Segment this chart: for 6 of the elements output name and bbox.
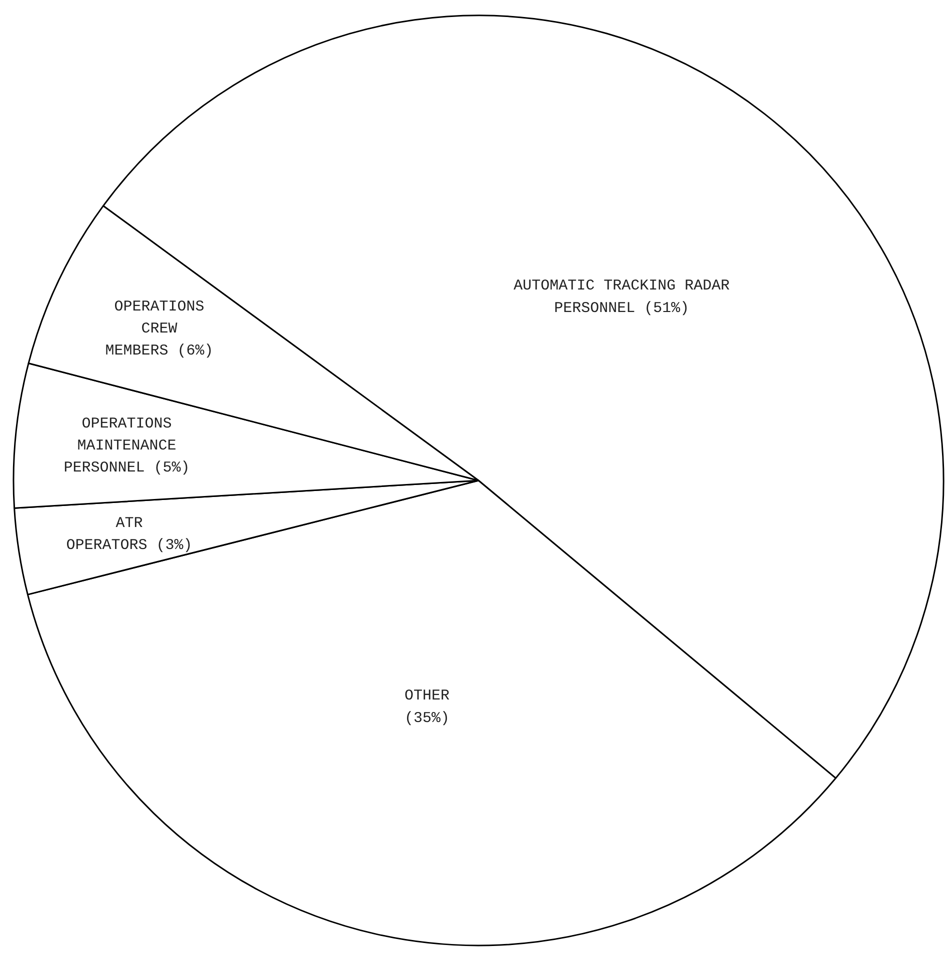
slice-label: OTHER (404, 688, 450, 705)
slice-label: OPERATIONS CREW MEMBERS (6%) (105, 298, 214, 360)
data-label: (35%) (404, 710, 450, 727)
slice-label: ATR OPERATORS (3%) (66, 515, 192, 554)
slice-label: OPERATIONS MAINTENANCE PERSONNEL (5%) (64, 415, 190, 477)
slice-label: AUTOMATIC TRACKING RADAR PERSONNEL (51%) (514, 278, 730, 317)
